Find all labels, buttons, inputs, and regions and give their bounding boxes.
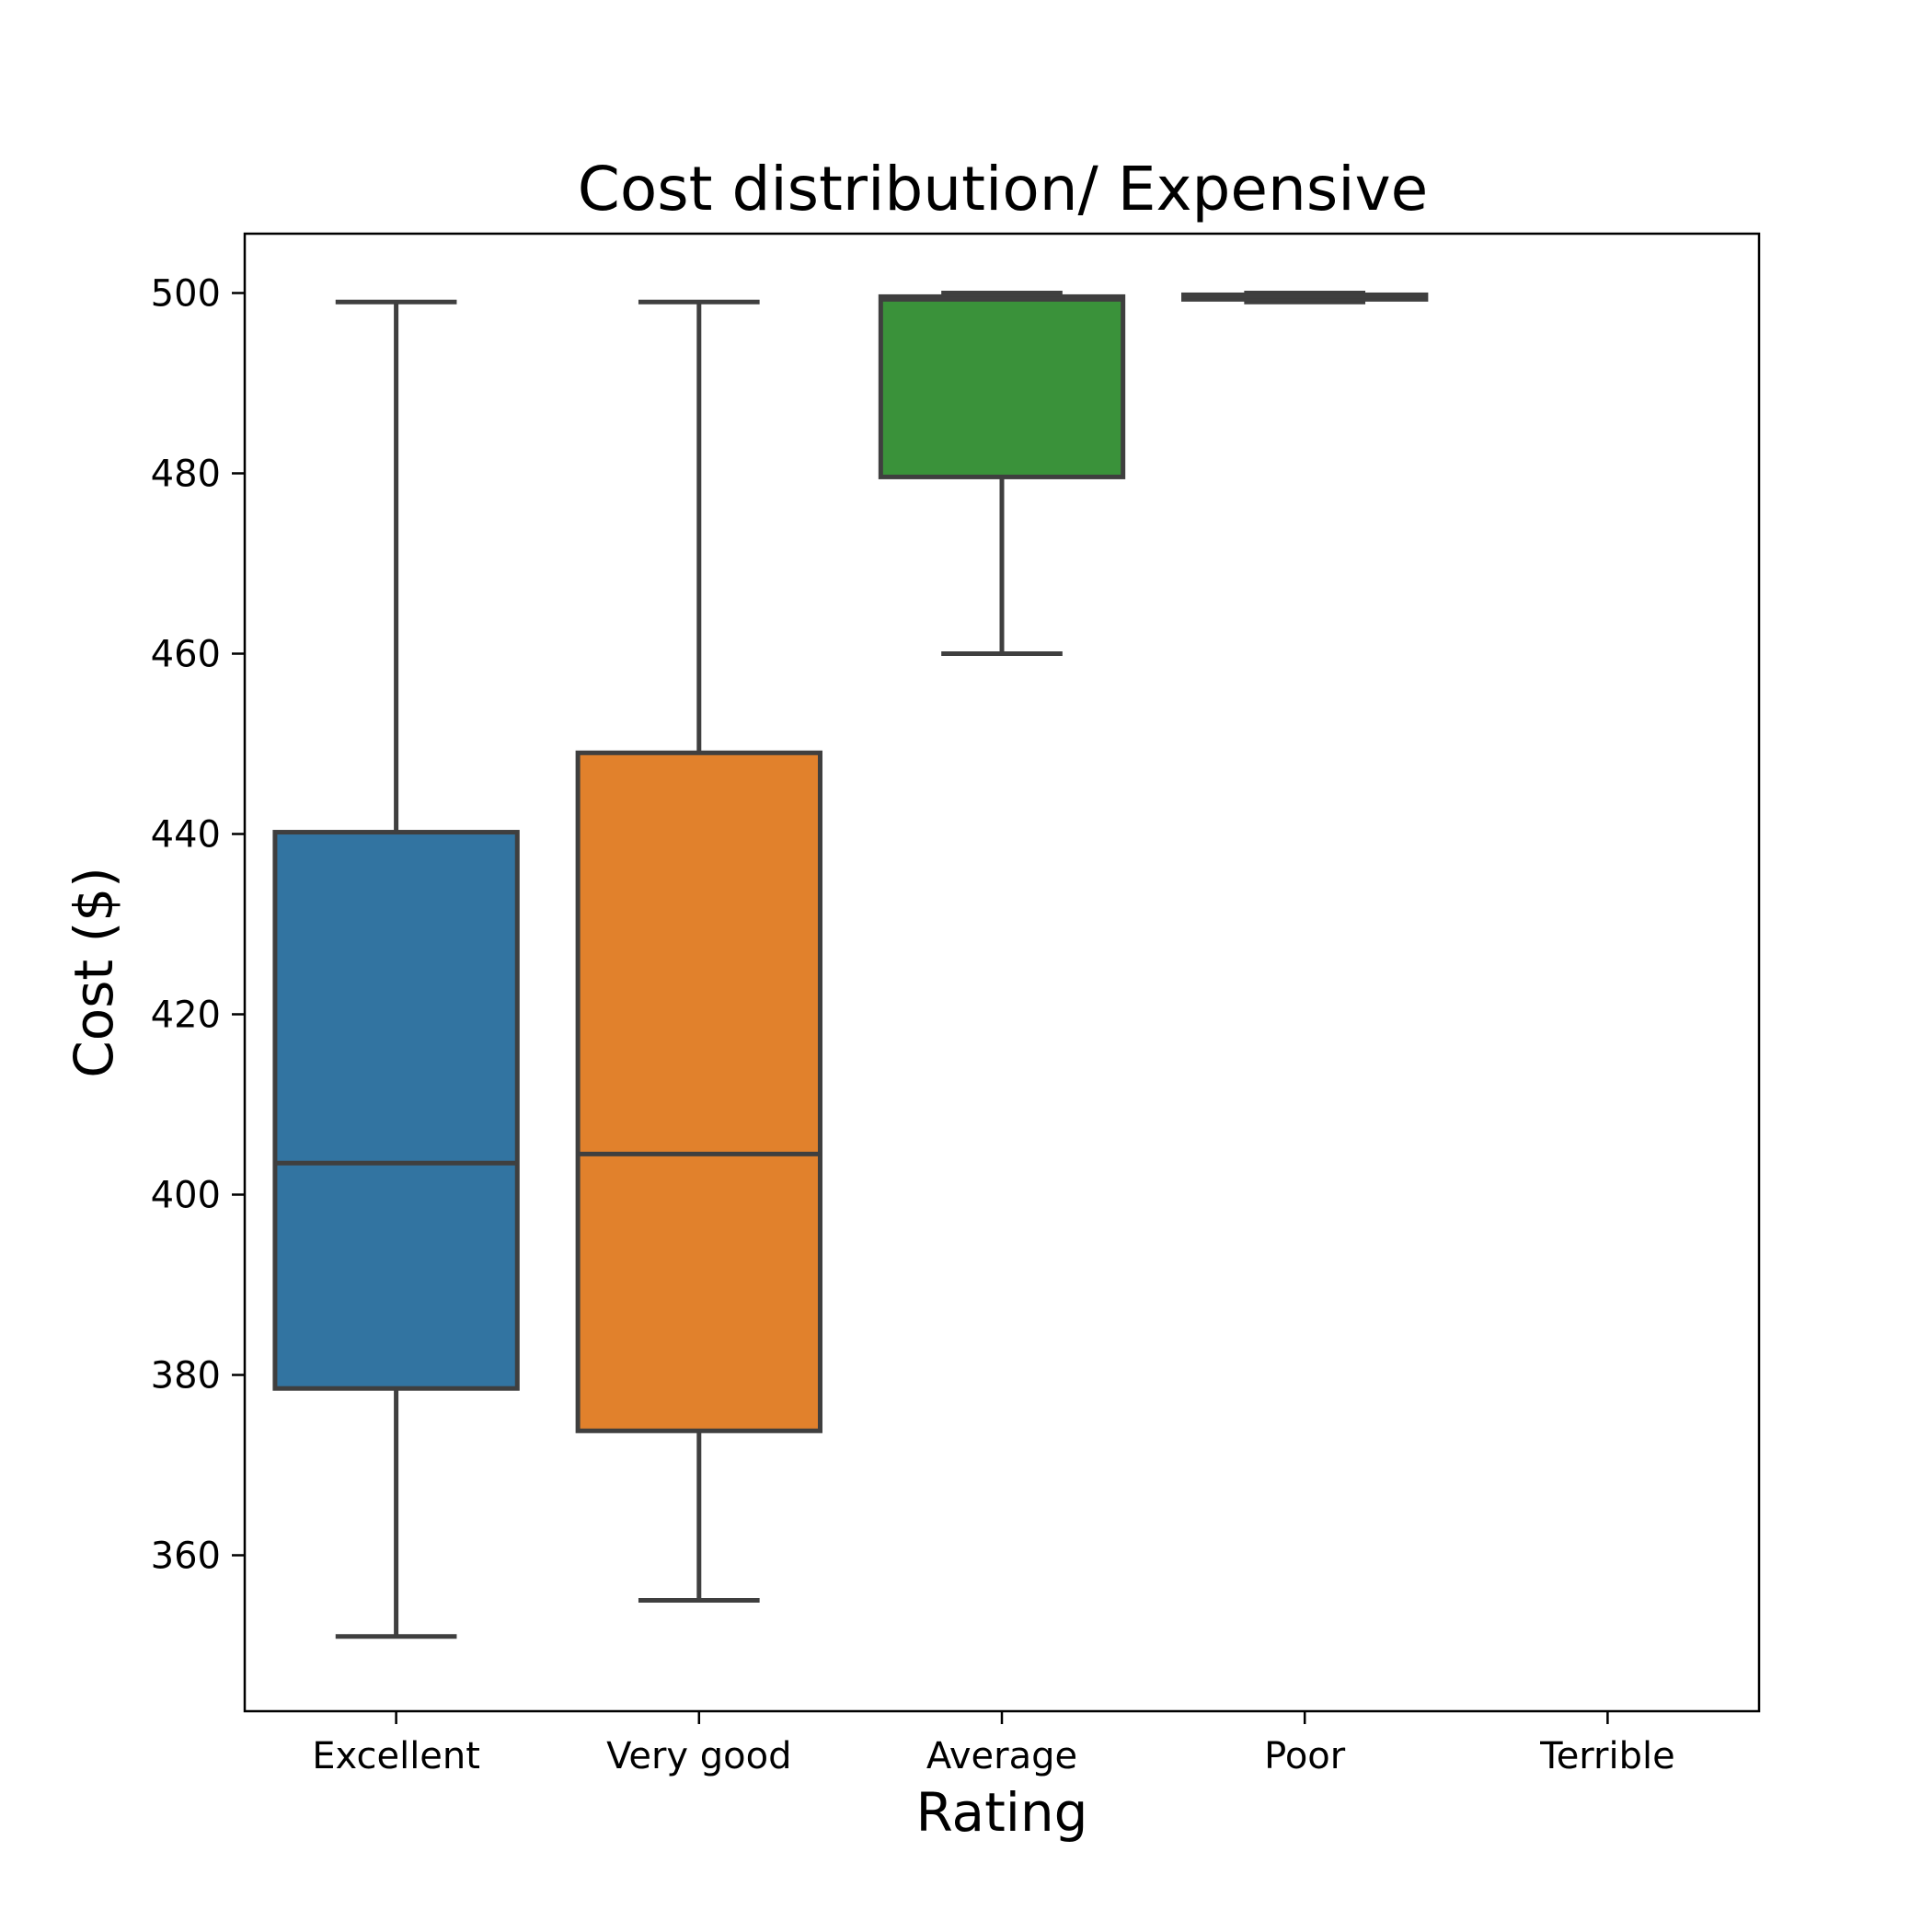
box-excellent	[272, 830, 520, 1391]
y-axis-label: Cost ($)	[63, 867, 125, 1078]
box-average	[878, 293, 1126, 479]
y-tick-label: 500	[151, 273, 221, 316]
x-tick-label: Excellent	[312, 1735, 480, 1777]
y-tick-label: 480	[151, 454, 221, 496]
plot-elements: 360 380 400 420 440 460 480 500 Excellent Very go…	[151, 273, 1675, 1778]
x-tick-label: Poor	[1264, 1735, 1346, 1777]
y-tick-label: 400	[151, 1175, 221, 1217]
y-tick-label: 420	[151, 995, 221, 1037]
x-tick-label: Average	[926, 1735, 1077, 1777]
y-tick-label: 380	[151, 1355, 221, 1397]
y-tick-label: 440	[151, 814, 221, 857]
x-tick-label: Terrible	[1539, 1735, 1675, 1777]
y-tick-label: 460	[151, 634, 221, 676]
y-tick-label: 360	[151, 1535, 221, 1578]
x-axis-label: Rating	[916, 1781, 1088, 1844]
plot-frame	[243, 232, 1761, 1713]
chart-title: Cost distribution/ Expensive	[578, 154, 1429, 224]
box-very-good	[575, 750, 822, 1433]
x-tick-label: Very good	[606, 1735, 791, 1777]
